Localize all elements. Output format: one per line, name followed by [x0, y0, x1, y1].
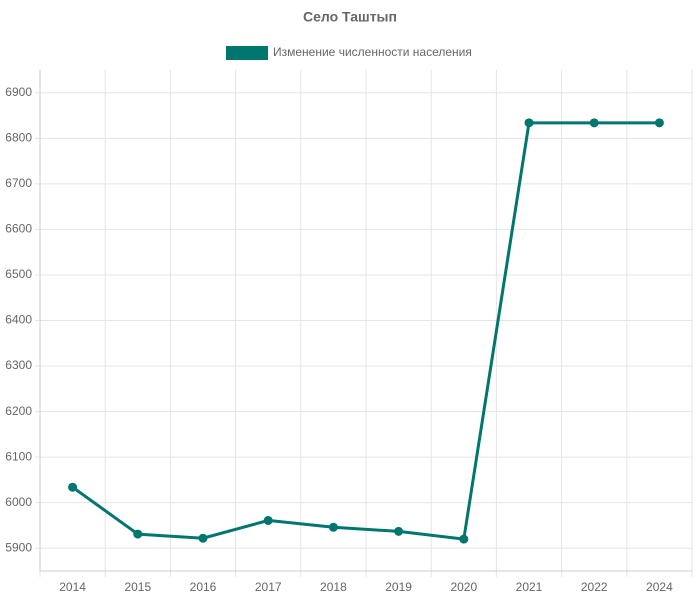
y-tick-label: 6900: [5, 85, 32, 99]
y-tick-label: 6800: [5, 130, 32, 144]
data-point: [68, 482, 78, 492]
data-point: [198, 533, 208, 543]
x-tick-label: 2015: [124, 580, 151, 594]
x-tick-label: 2017: [255, 580, 282, 594]
x-tick-label: 2016: [190, 580, 217, 594]
x-tick-label: 2020: [450, 580, 477, 594]
x-tick-label: 2014: [59, 580, 86, 594]
y-tick-label: 6000: [5, 495, 32, 509]
data-point: [394, 526, 404, 536]
x-tick-label: 2019: [385, 580, 412, 594]
y-tick-label: 6600: [5, 222, 32, 236]
legend-swatch: [226, 46, 268, 60]
y-tick-label: 6300: [5, 358, 32, 372]
y-tick-label: 6200: [5, 404, 32, 418]
x-tick-label: 2024: [646, 580, 673, 594]
data-point: [589, 118, 599, 128]
x-tick-label: 2021: [516, 580, 543, 594]
chart-title: Село Таштып: [303, 9, 397, 25]
data-point: [263, 515, 273, 525]
x-tick-label: 2022: [581, 580, 608, 594]
y-tick-label: 5900: [5, 540, 32, 554]
data-point: [459, 534, 469, 544]
data-point: [133, 529, 143, 539]
y-tick-label: 6700: [5, 176, 32, 190]
y-tick-label: 6100: [5, 449, 32, 463]
x-tick-label: 2018: [320, 580, 347, 594]
legend-label: Изменение численности населения: [273, 45, 472, 59]
data-point: [524, 118, 534, 128]
data-point: [328, 522, 338, 532]
y-tick-label: 6500: [5, 267, 32, 281]
y-tick-label: 6400: [5, 313, 32, 327]
data-point: [654, 118, 664, 128]
series-line: [71, 121, 660, 541]
